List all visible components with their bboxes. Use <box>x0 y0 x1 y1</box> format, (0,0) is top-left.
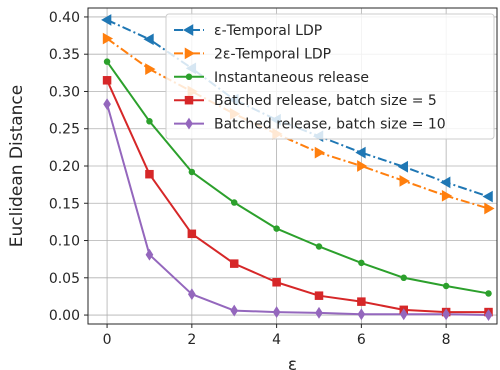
data-point-series-1 <box>143 33 154 46</box>
x-tick-label: 0 <box>103 332 112 348</box>
data-point-series-3 <box>273 225 280 232</box>
y-tick-label: 0.15 <box>49 196 80 212</box>
data-point-series-3 <box>146 118 153 125</box>
legend-marker-4 <box>184 95 194 105</box>
data-point-series-4 <box>357 297 366 306</box>
data-point-series-5 <box>484 309 493 321</box>
data-point-series-1 <box>440 176 451 189</box>
x-tick-label: 2 <box>187 332 196 348</box>
plot-frame <box>87 7 498 325</box>
data-point-series-3 <box>315 243 323 250</box>
legend-marker-3 <box>185 73 193 81</box>
series-line-4 <box>106 79 489 314</box>
data-point-series-3 <box>188 168 196 176</box>
series-line-3 <box>106 61 489 295</box>
legend-marker-2 <box>184 47 196 60</box>
data-point-series-2 <box>441 189 453 202</box>
y-tick-label: 0.30 <box>49 84 80 100</box>
data-point-series-2 <box>357 160 368 172</box>
x-axis-label: ε <box>288 355 297 370</box>
data-point-series-3 <box>358 259 365 267</box>
data-point-series-5 <box>272 306 281 318</box>
data-point-series-3 <box>400 274 408 282</box>
data-point-series-5 <box>357 308 366 321</box>
data-point-series-4 <box>102 76 112 85</box>
x-tick-label: 4 <box>272 332 281 348</box>
data-point-series-1 <box>397 160 409 173</box>
data-point-series-2 <box>314 146 325 159</box>
data-point-series-3 <box>103 58 111 65</box>
legend-marker-1 <box>182 24 194 36</box>
y-tick-label: 0.00 <box>49 308 80 324</box>
data-point-series-5 <box>145 248 154 261</box>
data-point-series-1 <box>482 190 493 203</box>
legend-label-5: Batched release, batch size = 10 <box>214 117 446 133</box>
data-point-series-1 <box>355 146 366 159</box>
legend: ε-Temporal LDP 2ε-Temporal LDP Instantaneo… <box>165 13 495 140</box>
y-tick-label: 0.35 <box>49 47 80 63</box>
legend-label-4: Batched release, batch size = 5 <box>214 93 437 109</box>
y-axis-label: Euclidean Distance <box>7 85 27 248</box>
data-point-series-5 <box>315 306 323 319</box>
data-point-series-2 <box>484 202 495 215</box>
y-tick-label: 0.25 <box>49 122 80 138</box>
data-point-series-3 <box>230 199 238 206</box>
data-point-series-5 <box>103 98 111 111</box>
y-tick-label: 0.40 <box>49 10 80 26</box>
data-point-series-5 <box>230 304 239 317</box>
data-point-series-2 <box>145 63 156 75</box>
legend-label-1: ε-Temporal LDP <box>214 23 322 39</box>
data-point-series-5 <box>187 288 196 301</box>
data-point-series-1 <box>101 14 112 26</box>
y-tick-label: 0.10 <box>49 234 80 250</box>
axis-ticks: 0 2 4 6 8 0.00 0.05 0.10 0.15 0.20 0.25 0.30 0.35 0.4… <box>49 10 451 348</box>
legend-label-3: Instantaneous release <box>214 70 369 86</box>
x-tick-label: 8 <box>442 332 451 348</box>
series-line-5 <box>106 103 489 317</box>
data-point-series-2 <box>102 32 114 45</box>
legend-label-2: 2ε-Temporal LDP <box>214 46 331 62</box>
x-tick-label: 6 <box>357 332 366 348</box>
data-point-series-5 <box>399 308 408 321</box>
legend-marker-5 <box>185 117 193 130</box>
data-point-series-3 <box>442 282 450 290</box>
data-point-series-3 <box>485 290 492 297</box>
legend-box <box>165 13 495 140</box>
data-point-series-4 <box>314 291 324 300</box>
y-tick-label: 0.05 <box>49 271 80 287</box>
y-tick-label: 0.20 <box>49 159 80 175</box>
data-point-series-4 <box>187 229 197 239</box>
data-point-series-5 <box>442 308 450 321</box>
data-point-series-4 <box>229 259 239 268</box>
data-point-series-2 <box>399 175 410 187</box>
data-point-series-4 <box>272 278 281 287</box>
data-point-series-4 <box>145 169 154 179</box>
